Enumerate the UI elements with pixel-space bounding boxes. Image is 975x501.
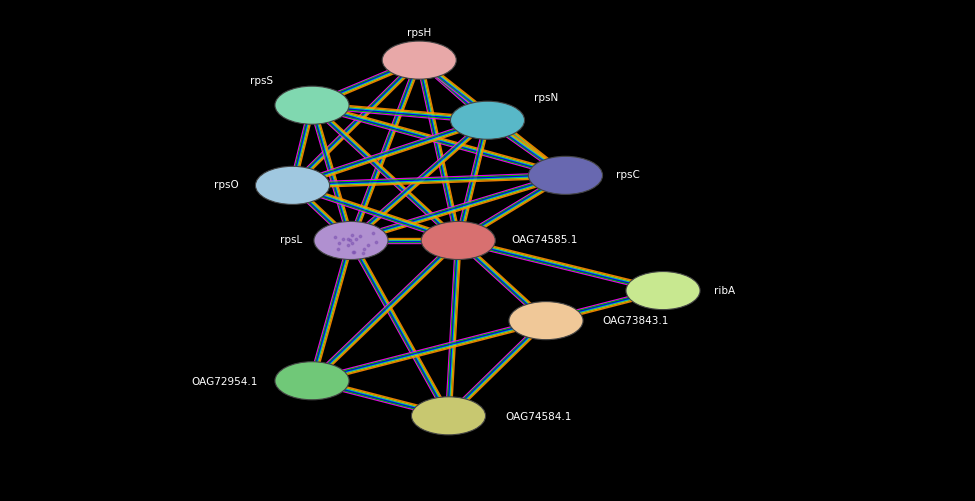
Text: rpsH: rpsH (408, 28, 431, 38)
Text: OAG73843.1: OAG73843.1 (603, 316, 669, 326)
Text: OAG74585.1: OAG74585.1 (512, 235, 578, 245)
Point (348, 235, 364, 243)
Point (344, 239, 360, 247)
Circle shape (421, 221, 495, 260)
Point (345, 231, 361, 239)
Text: rpsL: rpsL (280, 235, 302, 245)
Point (360, 241, 375, 249)
Point (340, 241, 356, 249)
Point (340, 235, 356, 243)
Point (368, 238, 383, 246)
Point (347, 248, 363, 256)
Text: rpsS: rpsS (250, 76, 273, 86)
Text: OAG72954.1: OAG72954.1 (191, 377, 257, 387)
Point (342, 236, 358, 244)
Point (366, 229, 381, 237)
Text: rpsO: rpsO (214, 180, 239, 190)
Point (355, 249, 370, 257)
Circle shape (411, 397, 486, 435)
Point (331, 239, 346, 247)
Text: ribA: ribA (714, 286, 735, 296)
Circle shape (275, 362, 349, 400)
Text: rpsC: rpsC (616, 170, 640, 180)
Point (327, 233, 342, 241)
Circle shape (528, 156, 603, 194)
Circle shape (255, 166, 330, 204)
Point (357, 245, 372, 253)
Circle shape (626, 272, 700, 310)
Circle shape (509, 302, 583, 340)
Circle shape (450, 101, 525, 139)
Point (352, 231, 368, 239)
Text: OAG74584.1: OAG74584.1 (505, 412, 571, 422)
Circle shape (275, 86, 349, 124)
Point (331, 245, 346, 253)
Text: rpsN: rpsN (534, 93, 559, 103)
Point (334, 235, 350, 243)
Point (345, 247, 361, 256)
Circle shape (314, 221, 388, 260)
Circle shape (382, 41, 456, 79)
